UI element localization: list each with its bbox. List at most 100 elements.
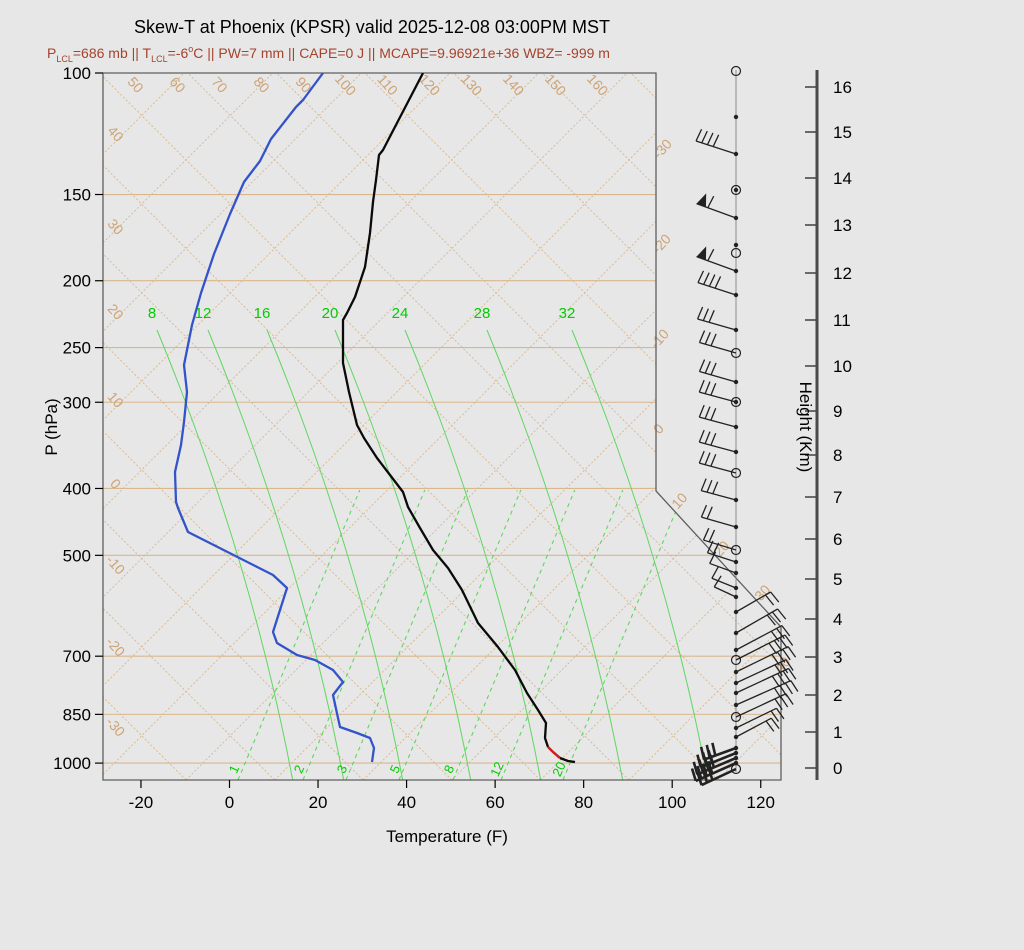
wind-barb xyxy=(700,504,739,530)
sounding-parameter-text: o xyxy=(188,44,194,54)
isotherm-label-top: 100 xyxy=(332,71,360,99)
barb-shaft xyxy=(709,562,737,574)
temperature-axis: -20 0 20 40 60 80 100 120 xyxy=(129,780,775,812)
barb-shaft xyxy=(699,462,737,474)
isotherm-label-top: 150 xyxy=(542,71,570,99)
isotherm-line xyxy=(103,73,628,780)
wind-barb xyxy=(709,551,739,576)
isotherm-label-top: 120 xyxy=(416,71,444,99)
wind-barb xyxy=(698,450,742,479)
wind-barb xyxy=(699,742,739,761)
barb-feather xyxy=(709,754,716,768)
barb-feather xyxy=(770,630,780,642)
barb-feather xyxy=(782,670,791,683)
wind-barb xyxy=(698,429,739,455)
barb-feather xyxy=(712,542,720,555)
barb-feather xyxy=(701,763,709,777)
moist-adiabat-lines xyxy=(156,329,709,780)
barb-feather xyxy=(704,431,711,444)
moist-adiabat-label: 12 xyxy=(195,305,212,322)
height-tick-label: 6 xyxy=(833,530,842,549)
mixing-ratio-line xyxy=(398,489,522,780)
isotherm-line xyxy=(274,73,781,780)
dry-adiabat-line xyxy=(453,73,781,780)
parcel-segment xyxy=(547,746,561,759)
barb-feather xyxy=(782,648,791,661)
height-axis-title: Height (Km) xyxy=(796,382,815,473)
wind-barb xyxy=(698,330,742,359)
barb-shaft xyxy=(695,140,737,155)
moist-adiabat-label: 24 xyxy=(392,305,409,322)
temperature-tick-label: 20 xyxy=(309,793,328,812)
barb-feather xyxy=(698,429,705,443)
wind-barb xyxy=(702,527,742,556)
barb-feather xyxy=(698,759,705,773)
sounding-curves xyxy=(173,73,576,764)
barb-station-circle xyxy=(730,544,742,556)
grid xyxy=(103,73,1024,780)
barb-shaft xyxy=(699,391,737,403)
wind-barb xyxy=(690,760,739,783)
barb-station-dot xyxy=(733,242,739,248)
dry-adiabat-line xyxy=(187,73,781,780)
barb-feather xyxy=(708,310,715,323)
barb-feather xyxy=(707,767,714,781)
barb-shaft xyxy=(735,693,787,718)
isotherm-line xyxy=(983,73,1024,780)
barb-feather xyxy=(764,594,775,606)
isotherm-label-top: 50 xyxy=(125,74,147,96)
sounding-parameter-text: LCL xyxy=(151,54,168,64)
barb-shaft xyxy=(696,256,737,272)
barb-feather xyxy=(712,134,720,147)
dry-adiabat-line xyxy=(364,73,781,780)
barb-feather xyxy=(711,742,717,756)
barb-feather xyxy=(711,566,719,579)
wind-barb xyxy=(730,247,742,259)
barb-feather xyxy=(706,479,713,493)
isotherm-label-top: 60 xyxy=(167,74,189,96)
barb-feather xyxy=(708,274,716,287)
mixing-ratio-label: 8 xyxy=(441,763,458,776)
barb-shaft xyxy=(696,203,737,219)
height-tick-label: 0 xyxy=(833,759,842,778)
barb-shaft xyxy=(695,761,737,783)
barb-shaft xyxy=(701,490,737,501)
barb-feather xyxy=(781,625,791,637)
height-tick-label: 10 xyxy=(833,357,852,376)
pressure-tick-label: 100 xyxy=(63,64,91,83)
barb-shaft xyxy=(735,659,787,684)
wind-barb xyxy=(696,193,739,221)
wind-barb xyxy=(698,359,739,385)
barb-feather xyxy=(698,379,705,393)
height-tick-label: 5 xyxy=(833,570,842,589)
isotherm-line xyxy=(628,73,781,780)
wind-barb xyxy=(733,659,794,686)
wind-barb xyxy=(713,575,739,600)
moist-adiabat-line xyxy=(266,329,404,780)
wind-barb xyxy=(730,184,742,196)
wind-barb xyxy=(733,114,739,120)
barb-feather xyxy=(707,248,715,262)
barb-feather xyxy=(700,504,708,518)
height-tick-label: 14 xyxy=(833,169,852,188)
wind-barb xyxy=(733,625,791,653)
dry-adiabat-line xyxy=(276,73,781,780)
plot-border xyxy=(102,72,782,781)
wind-barb xyxy=(711,566,739,591)
isotherm-line xyxy=(103,73,362,780)
barb-feather xyxy=(777,608,787,620)
pressure-tick-label: 150 xyxy=(63,186,91,205)
barb-feather xyxy=(710,407,717,421)
dry-adiabat-line xyxy=(630,73,781,780)
wind-barb xyxy=(733,717,780,740)
barb-feather xyxy=(779,661,789,674)
temperature-tick-label: 120 xyxy=(747,793,775,812)
barb-station-dot xyxy=(733,187,739,193)
barb-feather xyxy=(785,693,794,705)
mixing-ratio-label: 2 xyxy=(291,763,308,776)
sounding-parameter-text: C || PW=7 mm || CAPE=0 J || MCAPE=9.9692… xyxy=(193,45,610,61)
moist-adiabat-line xyxy=(486,329,624,780)
barb-feather xyxy=(704,406,711,419)
height-tick-label: 2 xyxy=(833,686,842,705)
